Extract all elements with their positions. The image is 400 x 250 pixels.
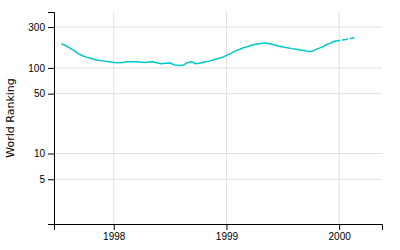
tick-mark [48,153,54,154]
tick-mark [114,224,115,230]
grid-line [54,27,382,28]
tick-label: 100 [28,63,45,74]
grid-line [226,12,227,224]
grid-line [339,12,340,224]
chart: 1998 1999 2000 5 10 50 100 300 World Ranking [0,0,400,250]
tick: 50 [34,88,54,99]
tick-mark [48,68,54,69]
tick: 1999 [216,224,239,242]
tick-mark [226,224,227,230]
grid-line [54,93,382,94]
grid [54,12,382,224]
grid-line [54,153,382,154]
tick: 5 [39,174,54,185]
tick-label: 300 [28,22,45,33]
tick: 10 [34,148,54,159]
tick: 2000 [329,224,352,242]
tick-mark [48,179,54,180]
tick: 300 [28,22,54,33]
y-axis-title: World Ranking [4,78,17,158]
axis-line [48,13,55,225]
tick-mark [48,27,54,28]
grid-line [113,12,114,224]
tick: 1998 [103,224,126,242]
tick-label: 50 [34,88,46,99]
x-axis: 1998 1999 2000 [55,224,383,242]
tick-label: 1998 [103,231,126,242]
plot-area [62,38,354,66]
tick-label: 10 [34,148,46,159]
grid-line [54,179,382,180]
tick-label: 1999 [216,231,239,242]
tick-mark [339,224,340,230]
y-axis: 5 10 50 100 300 [28,13,54,225]
tick-mark [48,94,54,95]
axis-line [55,225,383,231]
tick-label: 5 [39,174,45,185]
grid-line [54,67,382,68]
line [62,41,335,65]
tick-label: 2000 [329,231,352,242]
line [335,38,354,41]
tick: 100 [28,63,54,74]
